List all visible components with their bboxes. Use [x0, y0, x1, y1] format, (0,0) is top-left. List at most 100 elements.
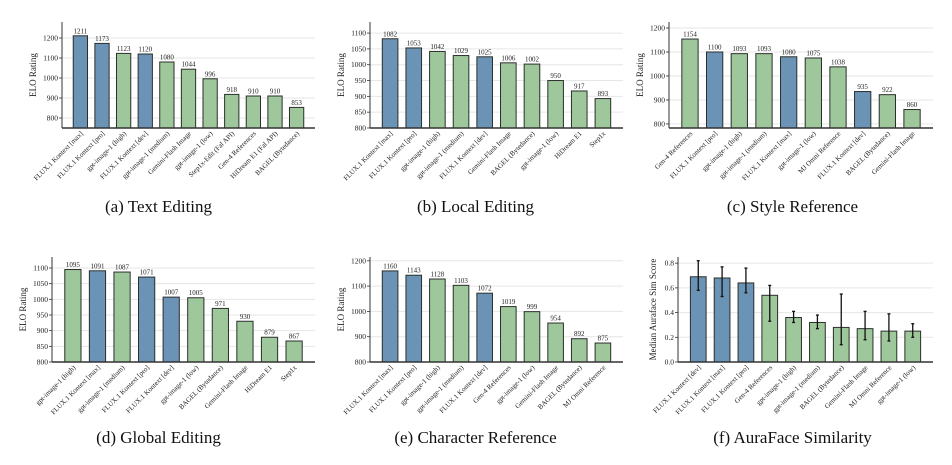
value-label: 1002	[525, 56, 540, 64]
bar	[706, 51, 724, 129]
bar	[570, 90, 588, 129]
value-label: 1029	[454, 47, 469, 55]
y-tick-label: 900	[654, 95, 666, 104]
bar	[594, 342, 612, 363]
value-label: 893	[598, 90, 609, 98]
bar	[202, 78, 218, 129]
x-tick-label: Gemini-Flash Image	[514, 364, 560, 410]
bar	[476, 292, 493, 363]
bar	[405, 47, 423, 129]
value-label: 1093	[757, 45, 772, 53]
bar	[245, 95, 262, 129]
value-label: 1072	[478, 285, 493, 293]
bar	[211, 307, 229, 363]
value-label: 867	[289, 333, 300, 341]
y-tick-label: 800	[47, 114, 59, 123]
panel-text-editing: 800 900 1000 1100 1200 ELO Rating 1211 FLUX.1 K…	[0, 0, 317, 232]
bar	[570, 338, 588, 363]
y-tick-label: 800	[355, 358, 367, 367]
value-label: 1019	[501, 298, 516, 306]
value-label: 910	[270, 88, 281, 96]
x-tick-label: Gemini-Flash Image	[823, 364, 869, 410]
bar	[405, 274, 423, 363]
y-axis-label: ELO Rating	[28, 53, 38, 97]
bar	[785, 317, 802, 363]
value-label: 1120	[138, 46, 152, 54]
value-label: 1103	[454, 277, 468, 285]
value-label: 1095	[66, 261, 81, 269]
panel-local-editing: 800 850 900 950 1000 1050 1100 ELO Rating 1082 FL…	[317, 0, 634, 232]
value-label: 935	[857, 83, 868, 91]
value-label: 1082	[383, 30, 398, 38]
bar	[854, 91, 872, 129]
value-label: 1080	[160, 54, 175, 62]
y-tick-label: 1100	[33, 263, 48, 272]
caption-text-editing: (a) Text Editing	[104, 197, 213, 216]
panel-global-editing: 800 850 900 950 1000 1050 1100 ELO Rating 1095 gp…	[0, 230, 317, 462]
value-label: 1080	[782, 48, 797, 56]
bar	[547, 322, 564, 363]
y-tick-label: 0.4	[665, 308, 675, 317]
value-label: 999	[527, 303, 538, 311]
x-tick-label: Step1x	[279, 363, 299, 383]
caption-style-reference: (c) Style Reference	[726, 197, 859, 216]
x-tick-label: BAGEL (Bytedance)	[798, 363, 846, 411]
value-label: 853	[291, 99, 302, 107]
bar	[523, 63, 541, 129]
y-tick-label: 1050	[351, 44, 366, 53]
value-label: 1211	[74, 27, 88, 35]
value-label: 1044	[182, 61, 197, 69]
y-tick-label: 1000	[650, 71, 665, 80]
y-tick-label: 800	[37, 358, 49, 367]
value-label: 971	[215, 300, 226, 308]
bar	[113, 271, 131, 363]
bar	[94, 42, 110, 129]
value-label: 1128	[431, 271, 445, 279]
bar	[730, 53, 748, 129]
bar	[500, 62, 517, 129]
bar	[187, 297, 205, 363]
bar	[681, 38, 699, 129]
value-label: 954	[550, 315, 561, 323]
y-axis-label: ELO Rating	[336, 53, 346, 97]
value-label: 1123	[117, 45, 131, 53]
y-tick-label: 950	[37, 310, 49, 319]
value-label: 1091	[90, 262, 105, 270]
value-label: 1143	[407, 267, 421, 275]
y-tick-label: 1100	[351, 29, 366, 38]
bar	[804, 57, 822, 129]
bar	[476, 56, 493, 129]
y-tick-label: 850	[355, 108, 367, 117]
bar	[381, 270, 399, 363]
panel-character-reference: 800 900 1000 1100 1200 ELO Rating 1160 FLUX.1 K…	[317, 230, 634, 462]
bar	[288, 106, 305, 129]
bar	[452, 284, 470, 363]
y-tick-label: 1000	[43, 74, 58, 83]
x-tick-label: Gemini-Flash Image	[203, 364, 249, 410]
value-label: 1006	[501, 54, 516, 62]
x-tick-label: Gemini-Flash Image	[870, 130, 916, 176]
bar	[138, 276, 156, 363]
value-label: 917	[574, 82, 585, 90]
y-axis-label: ELO Rating	[18, 287, 28, 331]
value-label: 1160	[383, 262, 397, 270]
caption-character-reference: (e) Character Reference	[394, 428, 557, 447]
chart-global-editing: 800 850 900 950 1000 1050 1100 ELO Rating 1095 gp…	[18, 257, 315, 416]
x-tick-label: Gemini-Flash Image	[466, 130, 512, 176]
y-tick-label: 1000	[351, 60, 366, 69]
x-tick-label: gpt-image-1 (high)	[34, 363, 78, 407]
bar	[878, 94, 896, 129]
panel-auraface-similarity: 0.0 0.2 0.4 0.6 0.8 Median Auraface Sim Score…	[634, 230, 951, 462]
y-tick-label: 1200	[351, 256, 366, 265]
value-label: 1007	[164, 289, 179, 297]
value-label: 1100	[708, 43, 722, 51]
y-tick-label: 1200	[43, 34, 58, 43]
caption-auraface-similarity: (f) AuraFace Similarity	[713, 428, 872, 447]
value-label: 1173	[95, 35, 109, 43]
bar	[72, 35, 89, 129]
bar	[88, 270, 107, 363]
bar	[547, 80, 564, 129]
bar	[755, 53, 773, 129]
panel-style-reference: 800 900 1000 1100 1200 ELO Rating 1154 Gen-4 Re…	[634, 0, 951, 232]
